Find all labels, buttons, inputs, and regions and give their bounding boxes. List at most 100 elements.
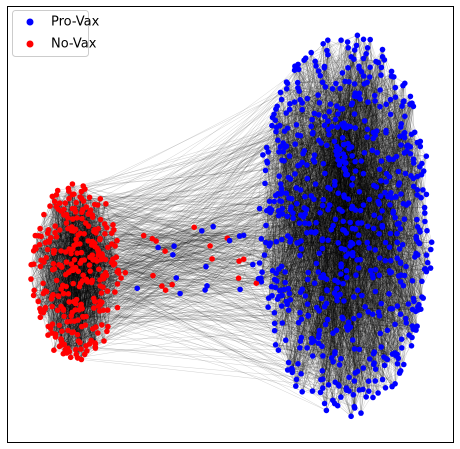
node: [315, 334, 322, 341]
node: [290, 215, 297, 221]
node: [351, 56, 357, 62]
node: [379, 208, 385, 214]
node: [96, 266, 102, 273]
node: [49, 303, 55, 310]
node: [397, 259, 404, 266]
node: [47, 203, 53, 209]
node: [360, 73, 367, 79]
node: [398, 142, 404, 148]
node: [284, 125, 291, 131]
node: [78, 249, 85, 256]
node: [277, 181, 284, 187]
node: [323, 276, 330, 283]
node: [104, 328, 110, 335]
node: [371, 182, 377, 189]
node: [363, 51, 370, 57]
node: [378, 158, 385, 164]
node: [305, 269, 312, 276]
node: [309, 131, 316, 137]
node: [102, 231, 108, 237]
node: [361, 81, 368, 87]
node: [279, 320, 286, 326]
node: [390, 210, 396, 216]
node: [308, 229, 315, 235]
node: [403, 320, 410, 326]
legend-marker: [26, 18, 34, 26]
node: [354, 287, 361, 294]
node: [271, 320, 278, 327]
node: [79, 209, 85, 216]
node: [284, 80, 291, 87]
node: [346, 388, 352, 394]
node: [313, 260, 320, 267]
node: [296, 88, 302, 94]
node: [281, 158, 287, 164]
node: [91, 201, 98, 208]
node: [66, 246, 73, 252]
node: [53, 203, 60, 210]
node: [153, 238, 159, 244]
node: [338, 355, 344, 362]
node: [297, 96, 304, 103]
node: [383, 170, 390, 177]
node: [311, 110, 318, 117]
node: [114, 237, 120, 244]
node: [70, 280, 76, 287]
node: [295, 361, 301, 367]
node: [397, 226, 404, 232]
node: [322, 113, 328, 120]
node: [287, 297, 294, 303]
node: [382, 257, 389, 264]
node: [309, 116, 315, 123]
node: [332, 178, 338, 185]
node: [391, 74, 397, 80]
node: [381, 362, 388, 369]
node: [297, 132, 304, 139]
node: [319, 368, 326, 374]
node: [236, 233, 243, 239]
node: [402, 113, 408, 120]
node: [60, 282, 66, 289]
node: [428, 246, 434, 253]
node: [122, 269, 129, 276]
node: [367, 36, 374, 43]
node: [84, 348, 90, 354]
node: [345, 45, 352, 51]
node: [299, 389, 306, 395]
node: [395, 168, 402, 175]
node: [276, 149, 282, 155]
node: [401, 361, 407, 368]
node: [364, 239, 371, 246]
node: [262, 167, 269, 174]
node: [316, 250, 323, 257]
node: [366, 245, 373, 251]
node: [400, 99, 407, 105]
node: [36, 241, 43, 248]
node: [342, 154, 348, 160]
node: [54, 187, 61, 194]
node: [322, 170, 328, 177]
node: [31, 287, 37, 294]
node: [271, 327, 278, 334]
node: [378, 344, 385, 350]
node: [315, 269, 322, 275]
node: [341, 165, 348, 171]
node: [377, 103, 383, 110]
node: [386, 244, 393, 250]
node: [140, 232, 147, 239]
node: [343, 324, 350, 330]
node: [387, 230, 394, 237]
node: [383, 101, 390, 108]
node: [114, 281, 121, 287]
node: [285, 233, 291, 239]
node: [352, 226, 359, 232]
node: [325, 51, 331, 58]
node: [352, 125, 359, 131]
node: [253, 280, 260, 287]
node: [397, 311, 404, 318]
node: [343, 171, 349, 178]
node: [69, 191, 76, 198]
node: [44, 246, 51, 253]
node: [411, 129, 418, 136]
node: [95, 252, 102, 258]
